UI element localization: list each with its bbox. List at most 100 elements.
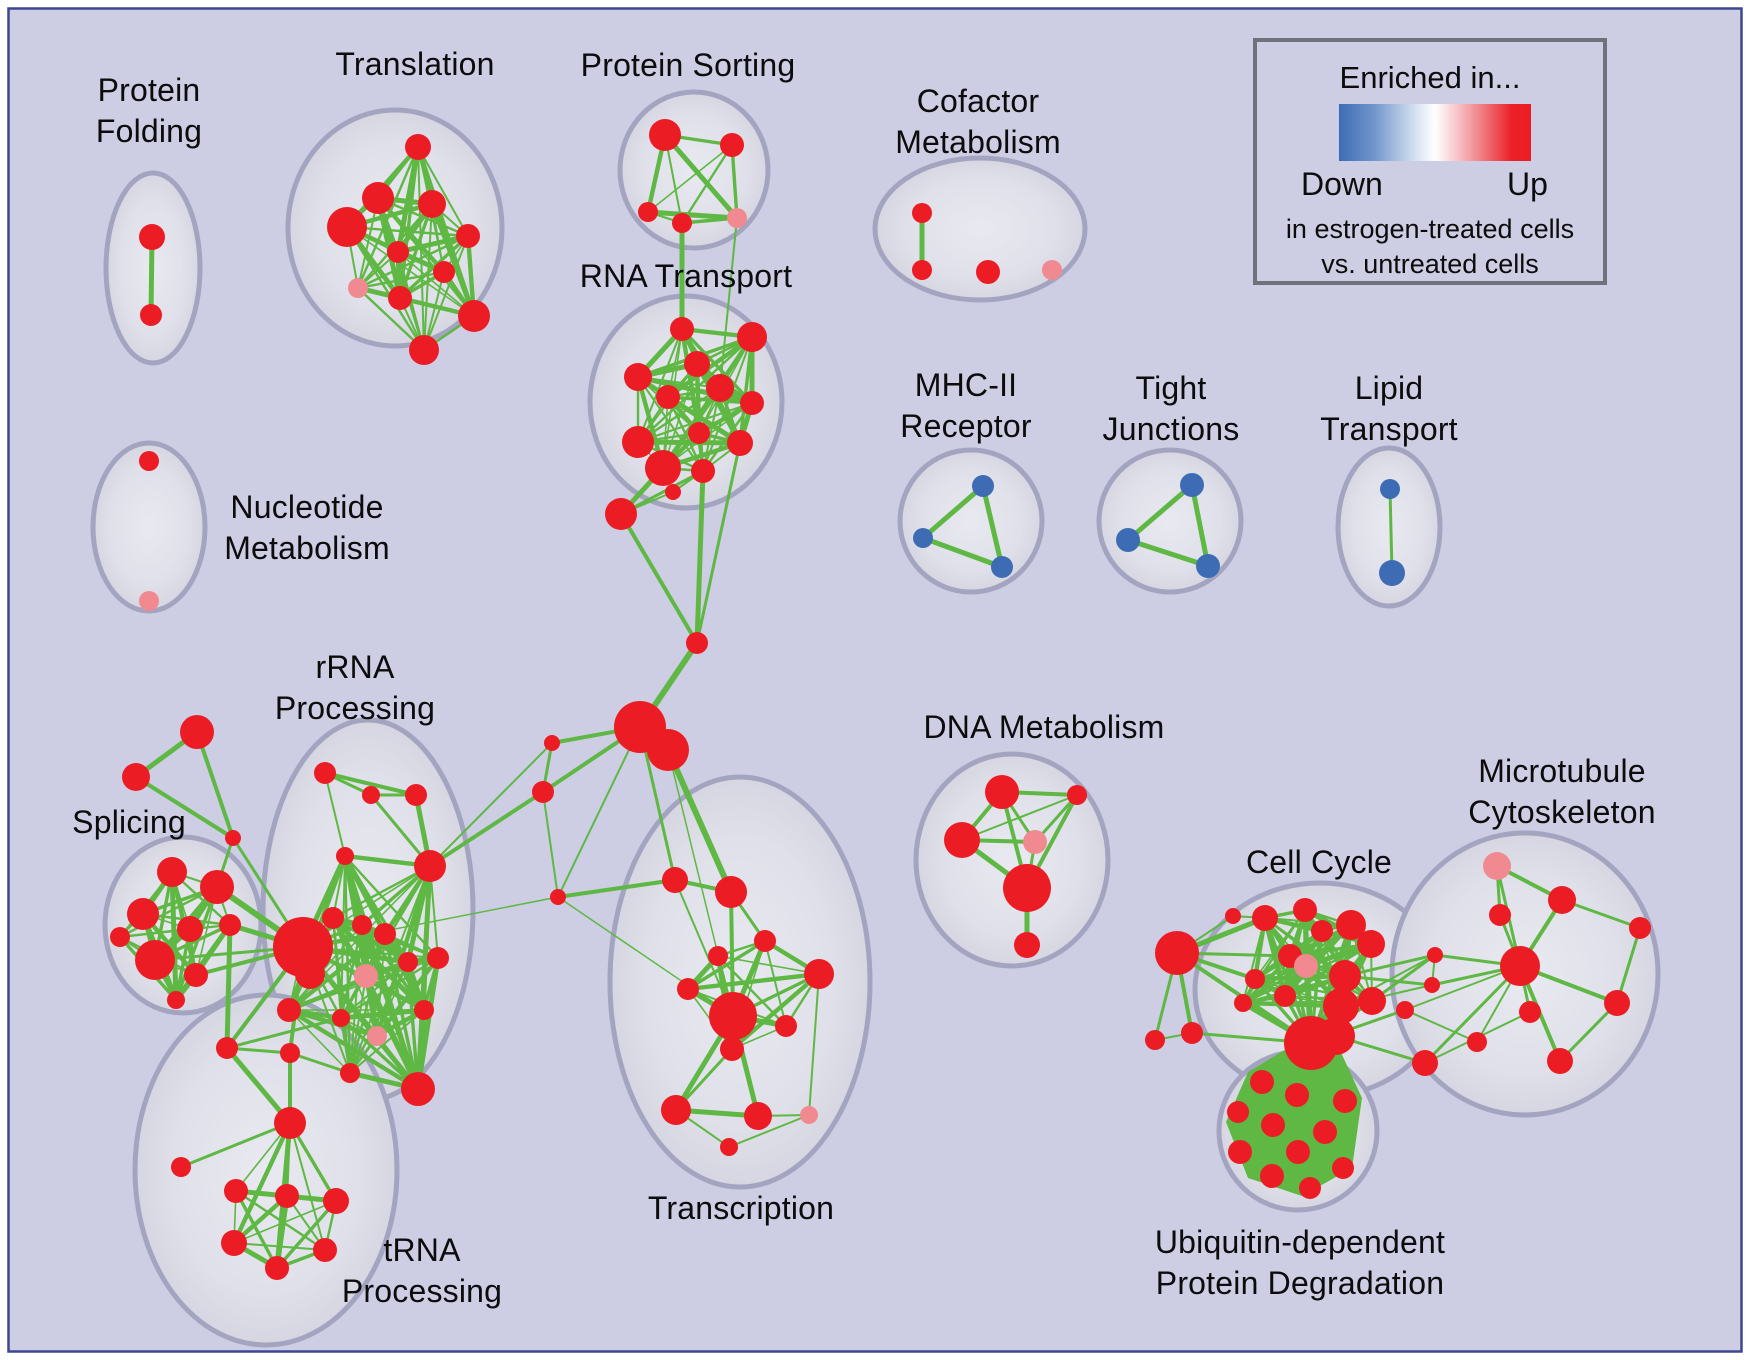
node-s6: [110, 927, 130, 947]
node-lc2: [532, 781, 554, 803]
node-rt4: [624, 363, 652, 391]
network-edge: [288, 975, 367, 1011]
network-edge: [119, 924, 231, 938]
node-s5: [184, 963, 208, 987]
node-d4: [1003, 864, 1051, 912]
cluster-label-mhc-ii-receptor: MHC-II Receptor: [900, 365, 1031, 447]
node-c9: [1245, 969, 1265, 989]
node-u5: [1261, 1113, 1285, 1137]
network-edge: [695, 441, 742, 645]
node-u2: [1285, 1083, 1309, 1107]
cluster-label-dna-metabolism: DNA Metabolism: [923, 707, 1164, 748]
cluster-label-line: Nucleotide: [230, 489, 384, 525]
node-r7: [352, 915, 372, 935]
node-ps4: [672, 213, 692, 233]
cluster-label-line: Metabolism: [895, 124, 1061, 160]
node-m2: [913, 528, 933, 548]
node-r12: [414, 1000, 434, 1020]
cluster-label-line: Tight: [1135, 370, 1207, 406]
node-mt1: [1548, 886, 1576, 914]
cluster-label-line: Transcription: [647, 1190, 835, 1226]
node-rt10: [727, 430, 753, 456]
node-spb: [122, 763, 150, 791]
node-g6: [265, 1256, 289, 1280]
cluster-label-line: DNA Metabolism: [923, 709, 1165, 745]
node-c14: [1181, 1022, 1203, 1044]
network-edge: [356, 270, 446, 290]
node-t4: [327, 207, 367, 247]
node-s2: [177, 916, 203, 942]
cluster-label-trna-processing: tRNA Processing: [342, 1230, 502, 1312]
network-edge: [1404, 965, 1521, 1011]
node-mt2: [1489, 904, 1511, 926]
network-edge: [674, 879, 734, 1017]
node-cf2: [912, 260, 932, 280]
network-edge: [288, 1051, 352, 1075]
node-c5: [1336, 910, 1366, 940]
node-s7: [167, 991, 185, 1009]
node-lt2: [1379, 560, 1405, 586]
node-t6: [387, 241, 409, 263]
network-edge: [428, 790, 545, 868]
network-edge: [920, 483, 986, 541]
node-r9: [427, 947, 449, 969]
node-c13: [1358, 987, 1386, 1015]
network-edge: [680, 327, 754, 405]
cluster-label-translation: Translation: [335, 44, 494, 85]
network-edge: [637, 328, 683, 443]
network-edge: [343, 854, 440, 960]
network-edge: [338, 1007, 427, 1021]
node-rt5: [656, 385, 680, 409]
network-edge: [1242, 917, 1266, 1004]
network-edge: [288, 1009, 351, 1074]
node-tj3: [1196, 554, 1220, 578]
network-edge: [179, 1121, 292, 1169]
network-edge: [730, 143, 739, 220]
network-edge: [1235, 1098, 1348, 1115]
node-r15: [277, 998, 301, 1022]
network-edge: [808, 973, 820, 1116]
node-ps3: [638, 202, 658, 222]
cluster-label-line: RNA Transport: [579, 258, 793, 294]
node-m1: [972, 475, 994, 497]
network-edge: [349, 975, 367, 1074]
node-r3: [405, 784, 427, 806]
network-edge: [636, 386, 722, 444]
node-rrh2: [295, 959, 325, 989]
network-edge: [557, 896, 734, 1017]
network-edge: [345, 225, 470, 238]
network-edge: [363, 973, 421, 1092]
network-edge: [406, 960, 420, 1091]
node-dp: [1023, 830, 1047, 854]
cluster-label-line: Transport: [1320, 411, 1458, 447]
node-mt9: [1412, 1050, 1438, 1076]
cluster-label-protein-sorting: Protein Sorting: [581, 45, 796, 86]
node-c12: [1323, 988, 1359, 1024]
node-cf4: [1042, 260, 1062, 280]
node-t9: [388, 286, 412, 310]
node-tr8: [720, 1037, 744, 1061]
network-edge: [719, 217, 738, 389]
node-cch2: [1317, 1017, 1355, 1055]
cluster-label-line: Microtubule: [1478, 753, 1646, 789]
node-rt7: [740, 391, 764, 415]
network-edge: [233, 1200, 337, 1244]
network-edge: [349, 1009, 425, 1074]
node-rt11: [645, 450, 681, 486]
node-c1: [1225, 908, 1241, 924]
network-edge: [234, 1189, 327, 1252]
node-mt5: [1629, 917, 1651, 939]
node-g3: [323, 1188, 349, 1214]
node-tr1: [662, 867, 688, 893]
node-c15: [1145, 1030, 1165, 1050]
node-g4: [221, 1230, 247, 1256]
node-s3: [219, 914, 241, 936]
cluster-label-transcription: Transcription: [648, 1188, 834, 1229]
node-t5: [456, 224, 480, 248]
node-u9: [1332, 1157, 1354, 1179]
node-cm1: [605, 498, 637, 530]
network-edge: [174, 885, 219, 1002]
legend-caption-line1: in estrogen-treated cells: [1285, 214, 1575, 244]
